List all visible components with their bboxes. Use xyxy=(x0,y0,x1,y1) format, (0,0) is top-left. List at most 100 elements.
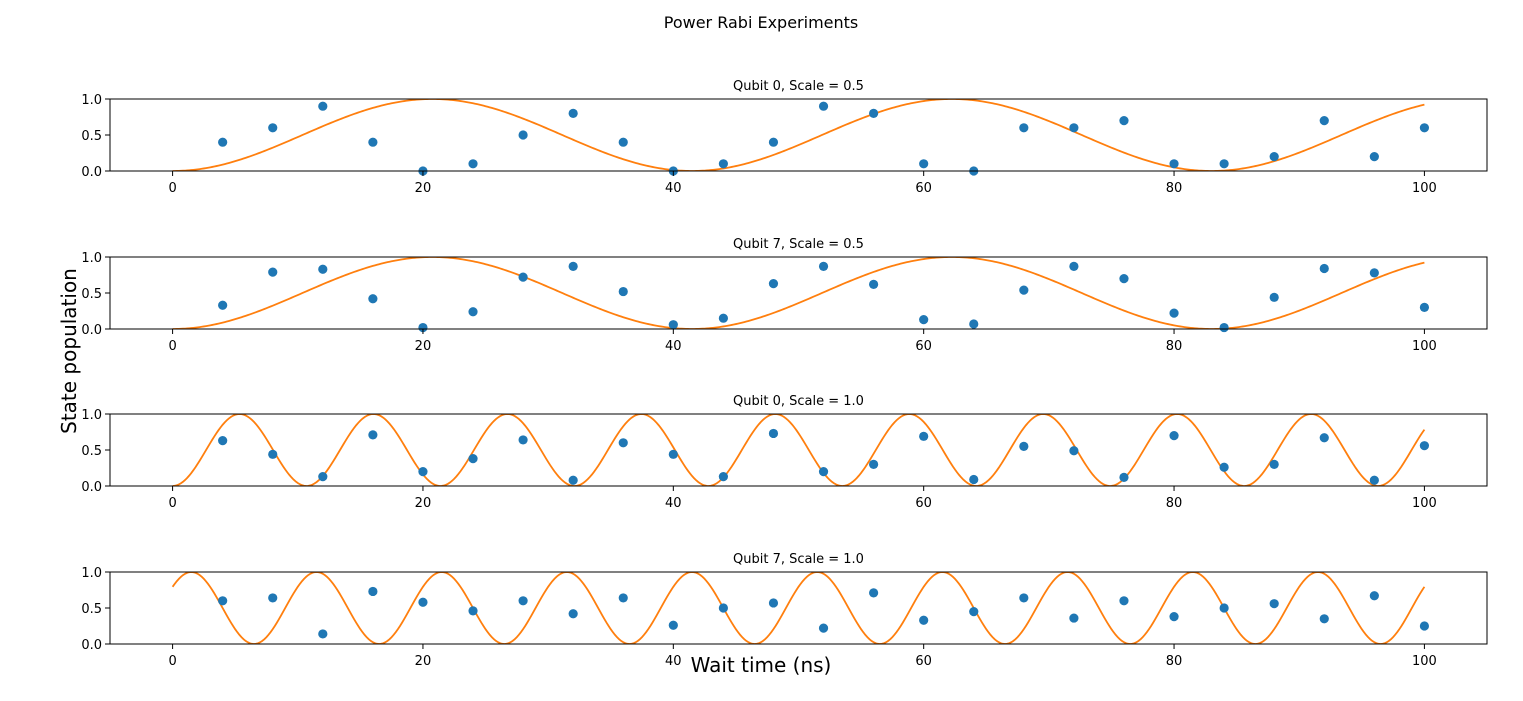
data-point xyxy=(1169,612,1179,622)
data-point xyxy=(1369,152,1379,162)
data-point xyxy=(268,593,278,603)
x-tick-label: 100 xyxy=(1412,181,1437,196)
x-tick-label: 100 xyxy=(1412,654,1437,669)
data-point xyxy=(418,322,428,333)
x-tick-label: 40 xyxy=(665,654,682,669)
x-tick-label: 0 xyxy=(168,496,176,511)
x-tick-label: 20 xyxy=(415,181,432,196)
data-point xyxy=(768,137,779,147)
x-tick-label: 100 xyxy=(1412,339,1437,354)
data-point xyxy=(568,261,578,271)
data-point xyxy=(218,596,228,606)
data-point xyxy=(1119,274,1129,284)
data-point xyxy=(368,586,378,597)
data-point xyxy=(618,137,628,147)
fit-curve xyxy=(172,414,1426,486)
x-tick-label: 80 xyxy=(1166,654,1183,669)
x-tick-label: 80 xyxy=(1166,181,1183,196)
subplot-title: Qubit 0, Scale = 0.5 xyxy=(733,79,864,94)
data-point xyxy=(218,300,228,310)
data-point xyxy=(318,629,328,639)
data-point xyxy=(1119,116,1129,126)
data-point xyxy=(1019,123,1029,133)
data-point xyxy=(618,593,628,603)
subplot-2: Qubit 7, Scale = 0.5 0 20 40 60 80 100 0.0 0.5 1.… xyxy=(81,237,1488,354)
subplot-title: Qubit 7, Scale = 1.0 xyxy=(733,552,864,567)
data-point xyxy=(1219,603,1229,613)
data-point xyxy=(1269,459,1279,469)
data-point xyxy=(418,597,428,607)
subplot-1: Qubit 0, Scale = 0.5 0 20 40 60 80 100 0.0 0.5 1.… xyxy=(81,79,1488,196)
data-point xyxy=(1069,261,1079,271)
data-point xyxy=(568,475,578,485)
data-point xyxy=(318,264,328,274)
subplot-title: Qubit 0, Scale = 1.0 xyxy=(733,394,864,409)
data-point xyxy=(468,307,478,317)
data-point xyxy=(869,279,879,289)
data-point xyxy=(368,137,378,147)
data-point xyxy=(268,123,278,133)
data-point xyxy=(1269,599,1279,609)
data-point xyxy=(468,159,478,169)
data-point xyxy=(1269,292,1279,302)
x-tick-label: 60 xyxy=(915,496,932,511)
figure-suptitle: Power Rabi Experiments xyxy=(664,13,859,32)
data-point xyxy=(268,267,278,277)
data-point xyxy=(418,467,428,477)
data-point xyxy=(969,319,979,329)
data-point xyxy=(568,609,578,619)
data-point xyxy=(1219,462,1229,472)
x-tick-label: 0 xyxy=(168,654,176,669)
x-tick-label: 40 xyxy=(665,181,682,196)
x-tick-label: 80 xyxy=(1166,339,1183,354)
y-tick-label: 1.0 xyxy=(81,566,102,581)
data-point xyxy=(468,454,478,464)
figure-y-axis-label: State population xyxy=(57,268,81,434)
data-point xyxy=(618,286,628,297)
data-point xyxy=(718,313,728,323)
x-tick-label: 0 xyxy=(168,181,176,196)
data-point xyxy=(1419,123,1430,133)
subplot-3: Qubit 0, Scale = 1.0 0 20 40 60 80 100 0.0 0.5 1.… xyxy=(81,394,1488,511)
data-point xyxy=(1269,152,1279,162)
data-point xyxy=(368,430,378,440)
data-point xyxy=(1319,263,1329,274)
data-point xyxy=(1319,116,1329,126)
y-tick-label: 0.5 xyxy=(81,129,102,144)
data-point xyxy=(618,438,628,448)
y-tick-label: 0.0 xyxy=(81,165,102,180)
data-point xyxy=(268,449,278,459)
data-point xyxy=(668,449,678,459)
data-point xyxy=(1119,596,1129,606)
x-tick-label: 20 xyxy=(415,339,432,354)
x-tick-label: 20 xyxy=(415,654,432,669)
data-point xyxy=(1419,441,1430,451)
data-point xyxy=(1219,159,1229,169)
x-tick-label: 20 xyxy=(415,496,432,511)
data-point xyxy=(1169,159,1179,169)
data-point xyxy=(1069,613,1079,623)
x-tick-label: 40 xyxy=(665,496,682,511)
data-point xyxy=(1019,441,1029,451)
data-point xyxy=(818,261,829,271)
data-point xyxy=(869,588,879,598)
data-point xyxy=(1419,302,1430,312)
subplot-grid: Qubit 0, Scale = 0.5 0 20 40 60 80 100 0.0 0.5 1.… xyxy=(81,79,1488,669)
data-point xyxy=(518,130,528,140)
y-tick-label: 1.0 xyxy=(81,93,102,108)
data-point xyxy=(718,472,728,482)
data-point xyxy=(668,620,678,630)
data-point xyxy=(468,606,478,616)
x-tick-label: 60 xyxy=(915,339,932,354)
data-point xyxy=(919,615,929,625)
data-point xyxy=(768,428,779,439)
data-point xyxy=(668,320,678,330)
y-tick-label: 0.0 xyxy=(81,323,102,338)
subplot-4: Qubit 7, Scale = 1.0 0 20 40 60 80 100 0.0 0.5 1.… xyxy=(81,552,1488,669)
data-point xyxy=(568,108,578,118)
data-point xyxy=(718,603,728,613)
data-point xyxy=(869,108,879,118)
data-point xyxy=(818,623,829,633)
figure-x-axis-label: Wait time (ns) xyxy=(691,653,832,677)
